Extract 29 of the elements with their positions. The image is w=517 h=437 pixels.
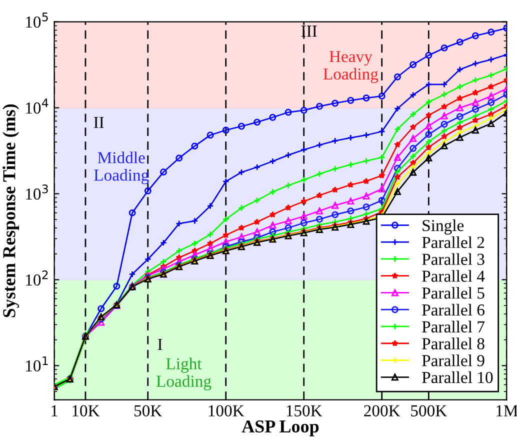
legend-label: Single bbox=[422, 219, 464, 235]
legend-label: Parallel 10 bbox=[422, 371, 493, 384]
band-label: Light Loading bbox=[156, 358, 212, 390]
legend-label: Parallel 2 bbox=[422, 236, 484, 248]
legend-label: Parallel 3 bbox=[422, 253, 484, 265]
x-tick-label: 10K bbox=[72, 405, 100, 416]
x-tick-label: 1 bbox=[52, 405, 58, 416]
annotation: I bbox=[158, 338, 162, 350]
legend-label: Parallel 6 bbox=[422, 304, 484, 316]
legend-label: Parallel 9 bbox=[422, 354, 484, 366]
x-tick-label: 50K bbox=[134, 405, 162, 416]
y-tick-label: 10$^{1}$ bbox=[26, 356, 48, 372]
legend-label: Parallel 7 bbox=[422, 320, 485, 332]
legend-label: Parallel 8 bbox=[422, 338, 484, 350]
x-tick-label: 200K bbox=[364, 405, 400, 416]
x-tick-label: 100K bbox=[208, 405, 244, 416]
x-tick-label: 150K bbox=[286, 405, 322, 416]
band-label: Heavy Loading bbox=[323, 51, 378, 84]
y-tick-label: 10$^{4}$ bbox=[26, 98, 48, 114]
legend-label: Parallel 5 bbox=[422, 286, 484, 299]
x-tick-label: 500K bbox=[411, 405, 448, 416]
y-tick-label: 10$^{3}$ bbox=[26, 184, 48, 200]
annotation: II bbox=[94, 116, 104, 128]
y-axis-title: System Response Time (ms) bbox=[2, 104, 20, 318]
legend-label: Parallel 4 bbox=[422, 270, 485, 282]
band-label: Middle Loading bbox=[94, 152, 149, 184]
x-axis-title: ASP Loop bbox=[242, 420, 319, 436]
y-tick-label: 10$^{5}$ bbox=[26, 12, 48, 28]
y-tick-label: 10$^{2}$ bbox=[26, 270, 48, 286]
